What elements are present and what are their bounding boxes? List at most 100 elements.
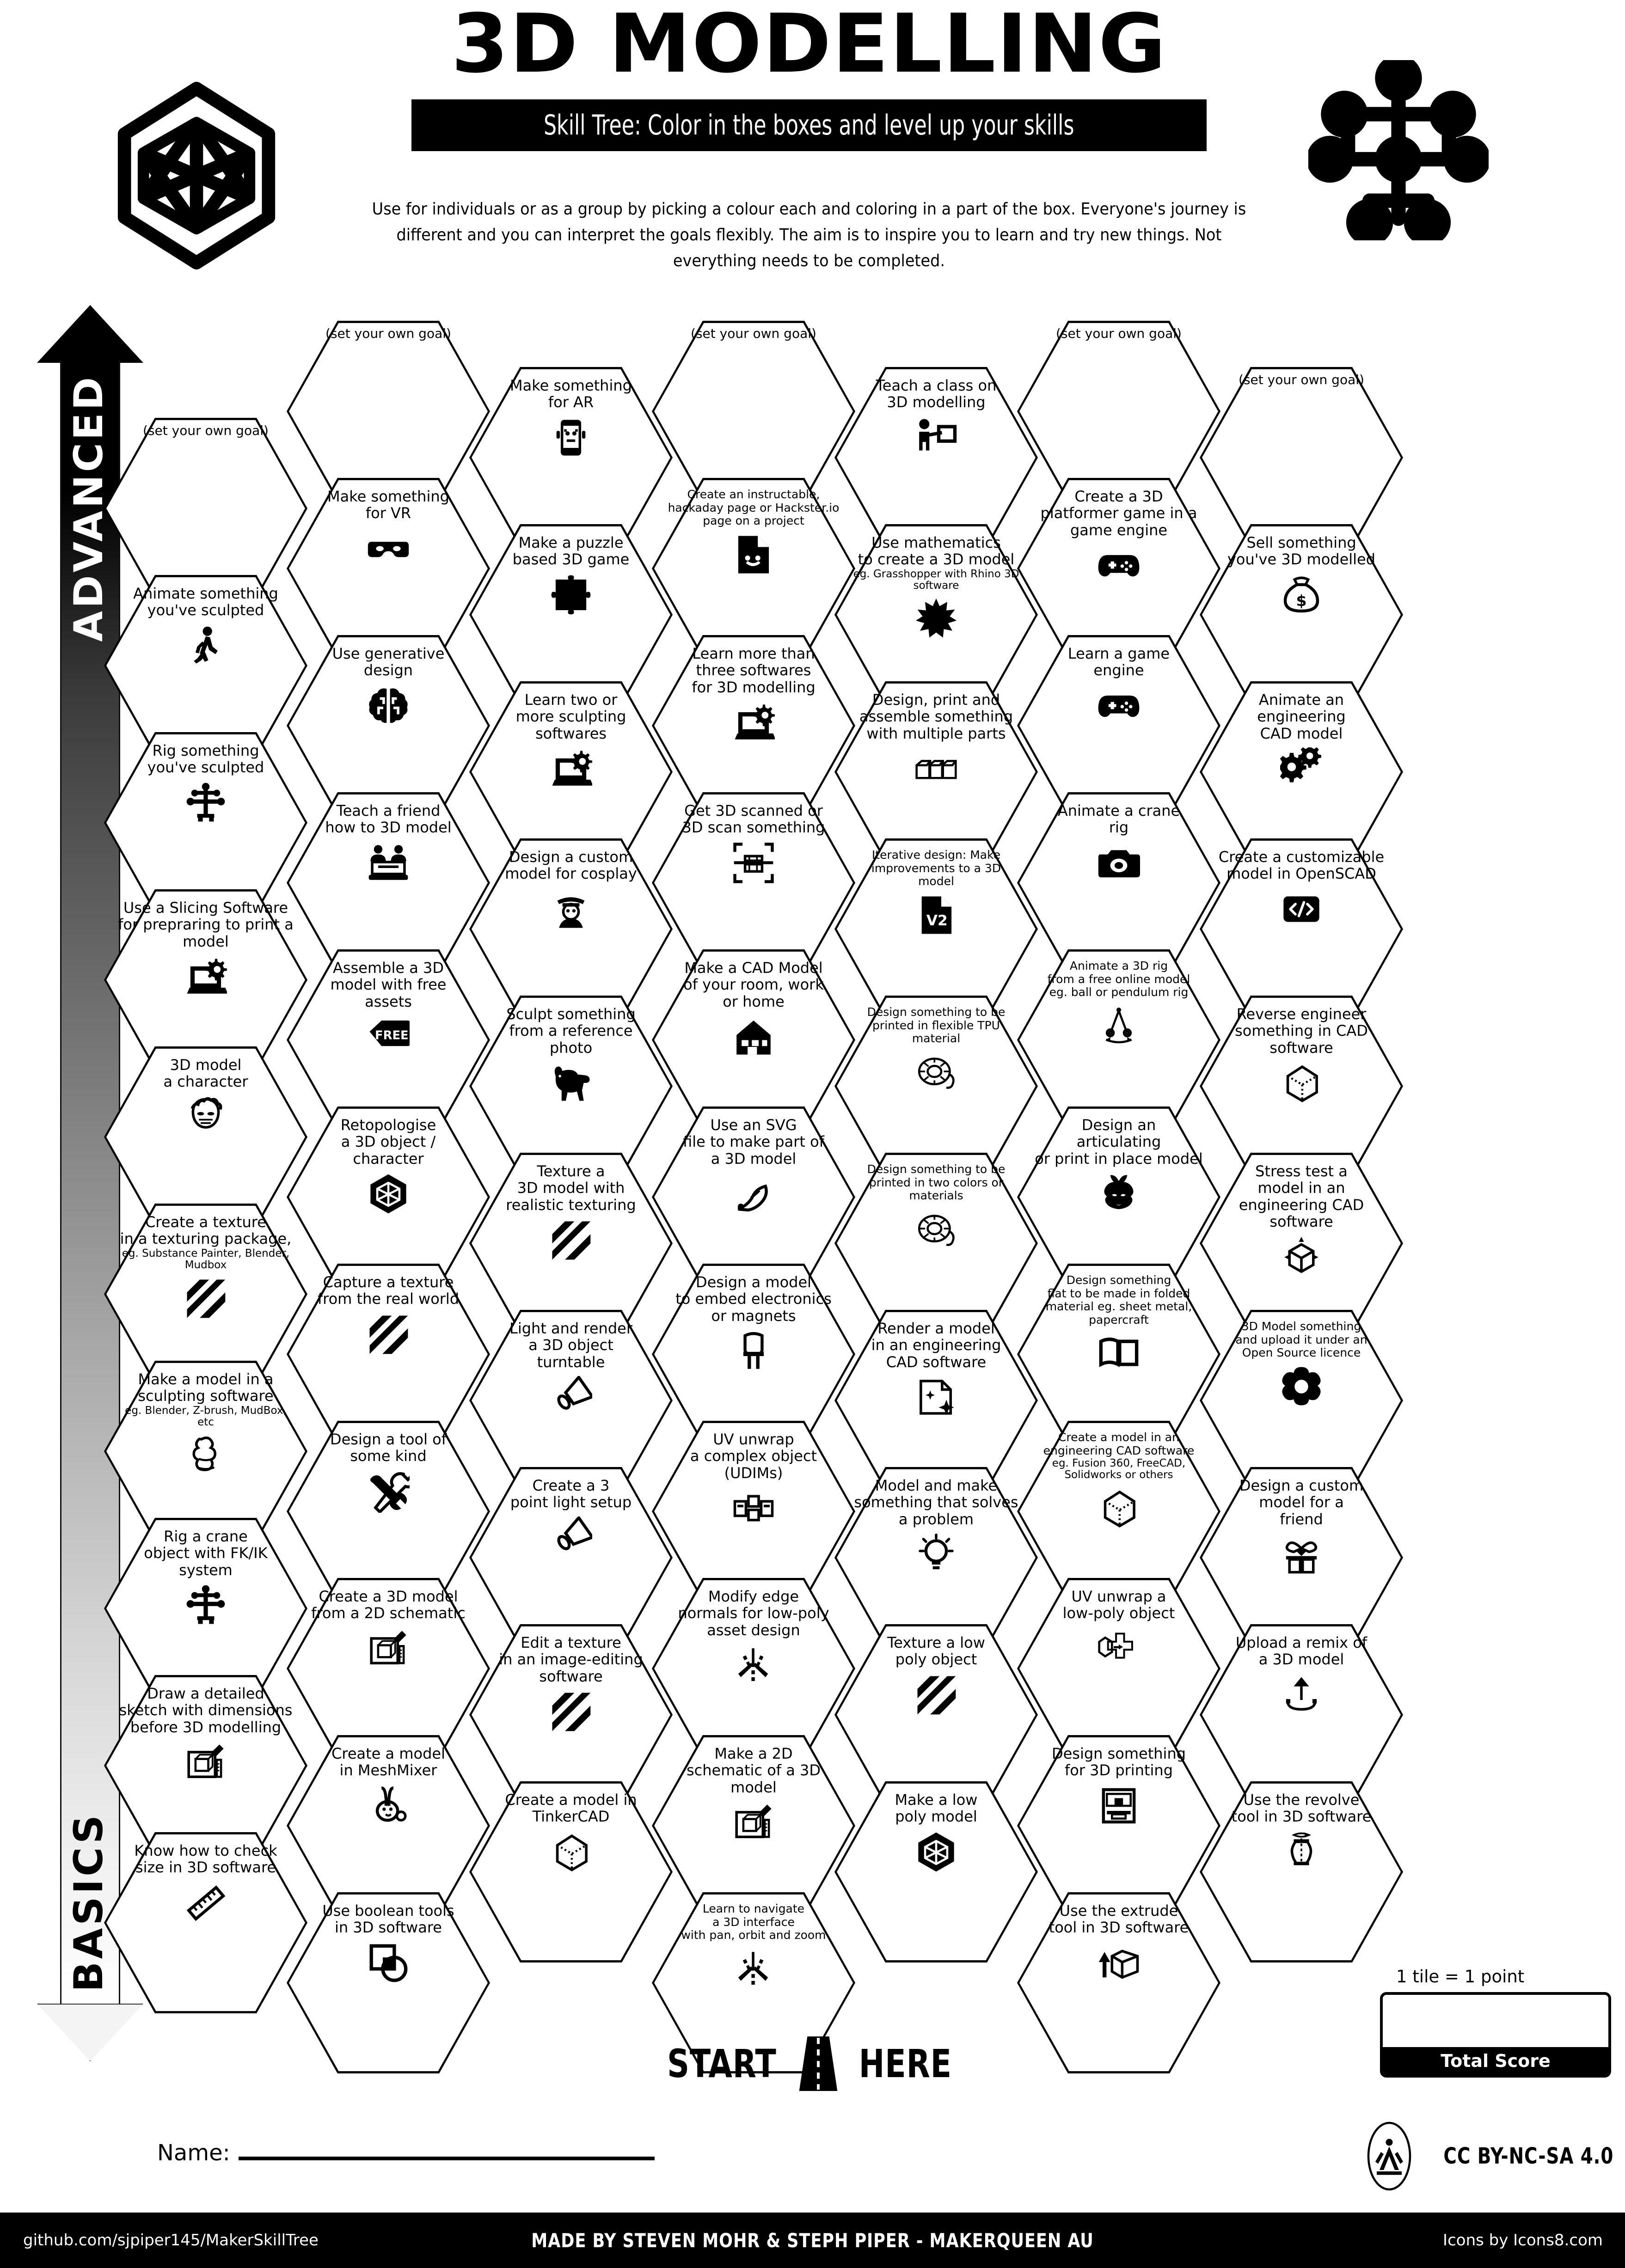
tile-fill[interactable] bbox=[1019, 323, 1218, 500]
skill-tile[interactable]: Design, print and assemble something wit… bbox=[834, 679, 1038, 864]
skill-tile[interactable]: 3D Model something and upload it under a… bbox=[1200, 1308, 1403, 1493]
skill-tile[interactable]: Teach a friend how to 3D model bbox=[287, 790, 490, 975]
tile-fill[interactable] bbox=[1202, 526, 1401, 703]
skill-tile[interactable]: Learn more than three softwares for 3D m… bbox=[652, 633, 855, 818]
skill-tile[interactable]: Design something for 3D printing bbox=[1017, 1733, 1220, 1918]
skill-tile[interactable]: Modify edge normals for low-poly asset d… bbox=[652, 1576, 855, 1761]
tile-fill[interactable] bbox=[1202, 1626, 1401, 1803]
skill-tile[interactable]: Design a tool of some kind bbox=[287, 1419, 490, 1604]
tile-fill[interactable] bbox=[289, 323, 488, 500]
tile-fill[interactable] bbox=[289, 1580, 488, 1757]
tile-fill[interactable] bbox=[289, 637, 488, 814]
skill-tile[interactable]: Learn a game engine bbox=[1017, 633, 1220, 818]
skill-tile[interactable]: Model and make something that solves a p… bbox=[834, 1465, 1038, 1650]
skill-tile[interactable]: Use generative design bbox=[287, 633, 490, 818]
skill-tile[interactable]: Teach a class on 3D modelling bbox=[834, 365, 1038, 550]
tile-fill[interactable] bbox=[654, 1580, 853, 1757]
skill-tile[interactable]: Make a CAD Model of your room, work or h… bbox=[652, 948, 855, 1132]
total-score-box[interactable]: Total Score bbox=[1380, 1992, 1611, 2078]
skill-tile[interactable]: Create a 3D platformer game in a game en… bbox=[1017, 476, 1220, 661]
tile-fill[interactable] bbox=[1019, 637, 1218, 814]
skill-tile[interactable]: Use an SVG file to make part of a 3D mod… bbox=[652, 1105, 855, 1290]
tile-fill[interactable] bbox=[1019, 1737, 1218, 1914]
name-rule[interactable] bbox=[238, 2157, 655, 2160]
skill-tile[interactable]: Edit a texture in an image-editing softw… bbox=[469, 1622, 673, 1807]
skill-tile[interactable]: Reverse engineer something in CAD softwa… bbox=[1200, 994, 1403, 1179]
skill-tile[interactable]: Use boolean tools in 3D software bbox=[287, 1890, 490, 2075]
tile-fill[interactable] bbox=[106, 1677, 305, 1854]
skill-tile[interactable]: Get 3D scanned or 3D scan something bbox=[652, 790, 855, 975]
skill-tile[interactable]: Light and render a 3D object turntable bbox=[469, 1308, 673, 1493]
skill-tile[interactable]: Design an articulating or print in place… bbox=[1017, 1105, 1220, 1290]
skill-tile[interactable]: Create a 3 point light setup bbox=[469, 1465, 673, 1650]
tile-fill[interactable] bbox=[1019, 951, 1218, 1129]
skill-tile[interactable]: Draw a detailed sketch with dimensions b… bbox=[104, 1673, 307, 1858]
skill-tile[interactable]: Render a model in an engineering CAD sof… bbox=[834, 1308, 1038, 1493]
skill-tile[interactable]: Animate a 3D rig from a free online mode… bbox=[1017, 948, 1220, 1132]
skill-tile[interactable]: Sell something you've 3D modelled $ bbox=[1200, 522, 1403, 707]
skill-tile[interactable]: Capture a texture from the real world bbox=[287, 1262, 490, 1447]
skill-tile[interactable]: Texture a 3D model with realistic textur… bbox=[469, 1151, 673, 1336]
tile-fill[interactable] bbox=[1019, 1580, 1218, 1757]
skill-tile[interactable]: Create a texture in a texturing package,… bbox=[104, 1202, 307, 1387]
skill-tile[interactable]: Create a model in TinkerCAD bbox=[469, 1779, 673, 1964]
tile-fill[interactable] bbox=[472, 1155, 670, 1332]
tile-fill[interactable] bbox=[1202, 369, 1401, 546]
tile-fill[interactable] bbox=[1019, 794, 1218, 972]
tile-fill[interactable] bbox=[1202, 840, 1401, 1018]
tile-fill[interactable] bbox=[472, 1626, 670, 1803]
name-field[interactable]: Name: bbox=[157, 2140, 655, 2166]
tile-fill[interactable] bbox=[1202, 1783, 1401, 1961]
skill-tile[interactable]: Make something for AR bbox=[469, 365, 673, 550]
tile-fill[interactable] bbox=[837, 1469, 1036, 1646]
skill-tile[interactable]: Animate something you've sculpted bbox=[104, 573, 307, 758]
skill-tile[interactable]: Rig a crane object with FK/IK system bbox=[104, 1516, 307, 1701]
tile-fill[interactable] bbox=[654, 1423, 853, 1600]
skill-tile[interactable]: (set your own goal) bbox=[1200, 365, 1403, 550]
skill-tile[interactable]: Animate a crane rig bbox=[1017, 790, 1220, 975]
skill-tile[interactable]: Make a 2D schematic of a 3D model bbox=[652, 1733, 855, 1918]
tile-fill[interactable] bbox=[289, 1423, 488, 1600]
skill-tile[interactable]: Upload a remix of a 3D model bbox=[1200, 1622, 1403, 1807]
tile-fill[interactable] bbox=[837, 997, 1036, 1175]
skill-tile[interactable]: Texture a low poly object bbox=[834, 1622, 1038, 1807]
skill-tile[interactable]: Retopologise a 3D object / character bbox=[287, 1105, 490, 1290]
skill-tile[interactable]: Design a custom model for a friend bbox=[1200, 1465, 1403, 1650]
skill-tile[interactable]: Rig something you've sculpted bbox=[104, 730, 307, 915]
skill-tile[interactable]: Create a model in MeshMixer bbox=[287, 1733, 490, 1918]
skill-tile[interactable]: Make a low poly model bbox=[834, 1779, 1038, 1964]
skill-tile[interactable]: Make a puzzle based 3D game bbox=[469, 522, 673, 707]
skill-tile[interactable]: (set your own goal) bbox=[287, 319, 490, 504]
tile-fill[interactable] bbox=[472, 1469, 670, 1646]
skill-tile[interactable]: UV unwrap a low-poly object bbox=[1017, 1576, 1220, 1761]
tile-fill[interactable] bbox=[289, 1737, 488, 1914]
skill-tile[interactable]: Create a model in an engineering CAD sof… bbox=[1017, 1419, 1220, 1604]
skill-tile[interactable]: Know how to check size in 3D software bbox=[104, 1830, 307, 2015]
tile-fill[interactable] bbox=[1019, 1423, 1218, 1600]
skill-tile[interactable]: (set your own goal) bbox=[652, 319, 855, 504]
skill-tile[interactable]: Create a customizable model in OpenSCAD bbox=[1200, 837, 1403, 1021]
skill-tile[interactable]: Design something to be printed in two co… bbox=[834, 1151, 1038, 1336]
tile-fill[interactable] bbox=[837, 1312, 1036, 1489]
tile-fill[interactable] bbox=[289, 1265, 488, 1443]
skill-tile[interactable]: Make a model in a sculpting software eg. … bbox=[104, 1359, 307, 1544]
footer-github-link[interactable]: github.com/sjpiper145/MakerSkillTree bbox=[23, 2231, 319, 2250]
skill-tile[interactable]: 3D model a character bbox=[104, 1045, 307, 1229]
skill-tile[interactable]: Design a custom model for cosplay bbox=[469, 837, 673, 1021]
tile-fill[interactable] bbox=[106, 1363, 305, 1540]
skill-tile[interactable]: Make something for VR bbox=[287, 476, 490, 661]
skill-tile[interactable]: Design a model to embed electronics or m… bbox=[652, 1262, 855, 1447]
tile-fill[interactable] bbox=[837, 1626, 1036, 1803]
tile-fill[interactable] bbox=[1019, 1894, 1218, 2072]
skill-tile[interactable]: (set your own goal) bbox=[1017, 319, 1220, 504]
tile-fill[interactable] bbox=[289, 794, 488, 972]
skill-tile[interactable]: Design something to be printed in flexib… bbox=[834, 994, 1038, 1179]
tile-fill[interactable] bbox=[289, 480, 488, 657]
skill-tile[interactable]: Use the revolve tool in 3D software bbox=[1200, 1779, 1403, 1964]
tile-fill[interactable] bbox=[654, 1737, 853, 1914]
skill-tile[interactable]: Use the extrude tool in 3D software bbox=[1017, 1890, 1220, 2075]
skill-tile[interactable]: Assemble a 3D model with free assets FREE bbox=[287, 948, 490, 1132]
tile-fill[interactable] bbox=[472, 1783, 670, 1961]
skill-tile[interactable]: Learn two or more sculpting softwares bbox=[469, 679, 673, 864]
skill-tile[interactable]: Create a 3D model from a 2D schematic bbox=[287, 1576, 490, 1761]
